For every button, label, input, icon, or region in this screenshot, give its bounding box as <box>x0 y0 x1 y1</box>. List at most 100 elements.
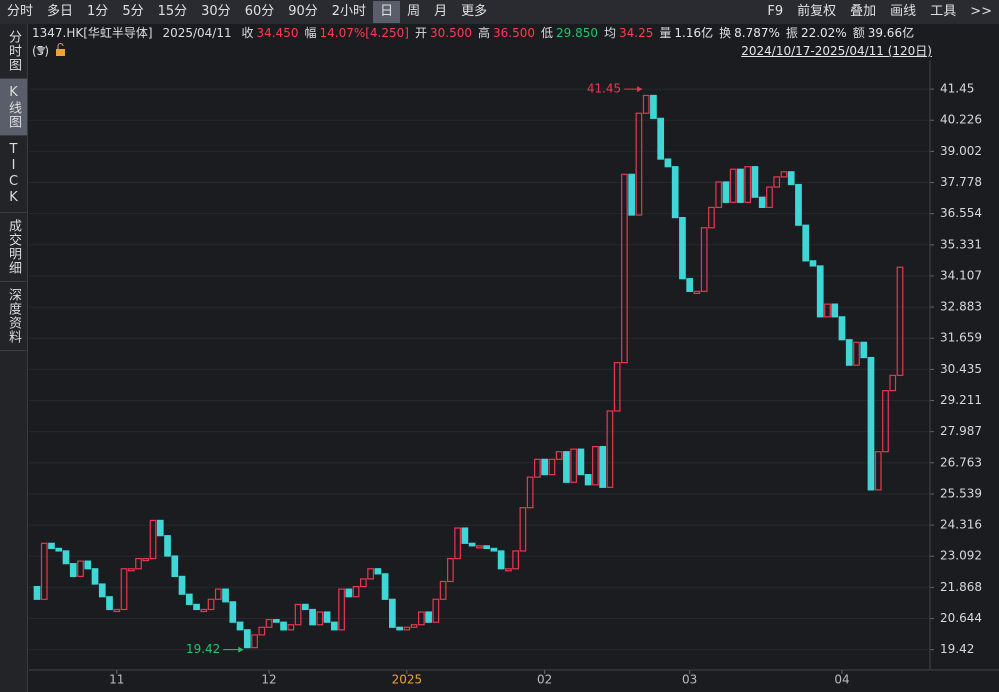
y-tick-label: 26.763 <box>940 455 982 469</box>
tab[interactable]: 1分 <box>87 4 109 19</box>
tab[interactable]: 周 <box>407 4 421 19</box>
candle-down <box>831 303 839 318</box>
candle-up <box>454 527 461 560</box>
y-tick-label: 23.092 <box>940 549 982 563</box>
candle-down <box>838 316 846 341</box>
y-tick-label: 20.644 <box>940 611 982 625</box>
side-tab[interactable]: 分时图 <box>0 24 27 79</box>
tab[interactable]: 2小时 <box>331 4 367 19</box>
tab[interactable]: 多日 <box>47 4 74 19</box>
tab[interactable]: 更多 <box>461 4 488 19</box>
field-label: 收 <box>241 26 254 40</box>
field-value: 14.07%[4.250] <box>319 26 409 40</box>
tab[interactable]: >> <box>970 4 992 19</box>
y-tick-label: 31.659 <box>940 331 982 345</box>
candle-up <box>780 171 788 178</box>
tab[interactable]: 60分 <box>244 4 275 19</box>
candle-down <box>737 168 744 203</box>
y-tick-label: 24.316 <box>940 518 982 532</box>
tab[interactable]: 15分 <box>157 4 188 19</box>
candle-down <box>497 550 505 570</box>
date-range[interactable]: 2024/10/17-2025/04/11 (120日) <box>741 44 932 58</box>
y-tick-label: 29.211 <box>940 393 982 407</box>
candle-up <box>338 588 345 631</box>
field-value: 36.500 <box>493 26 535 40</box>
candle-down <box>272 619 280 623</box>
field-value: 8.787% <box>734 26 780 40</box>
candle-up <box>613 362 621 412</box>
candle-up <box>77 560 84 577</box>
candle-down <box>795 183 802 226</box>
candle-up <box>265 619 273 628</box>
tab[interactable]: 90分 <box>288 4 318 19</box>
candle-down <box>860 341 868 359</box>
candle-up <box>766 186 773 209</box>
candle-down <box>599 446 607 488</box>
tab[interactable]: 前复权 <box>797 4 837 19</box>
candle-up <box>606 410 614 488</box>
side-tab[interactable]: 深度资料 <box>0 282 27 351</box>
field-value: 29.850 <box>556 26 599 40</box>
tab[interactable]: 5分 <box>122 4 144 19</box>
candle-up <box>367 568 374 580</box>
candle-up <box>200 608 208 613</box>
tab[interactable]: 叠加 <box>850 4 877 19</box>
candle-down <box>490 547 498 552</box>
candle-down <box>280 621 287 631</box>
candle-down <box>686 278 694 292</box>
low-label: 19.42 <box>186 642 220 656</box>
tab[interactable]: F9 <box>767 4 784 19</box>
tab-active[interactable]: 日 <box>373 1 401 23</box>
field-label: 均 <box>604 26 617 40</box>
sidebar: 分时图 K线图 TICK 成交明细 深度资料 <box>0 24 28 692</box>
date: 2025/04/11 <box>162 26 232 40</box>
candle-up <box>548 458 556 476</box>
candle-down <box>468 542 476 547</box>
candle-down <box>185 593 193 605</box>
candle-down <box>584 474 592 486</box>
low-arrowhead <box>238 646 244 653</box>
candle-up <box>853 341 860 366</box>
tab[interactable]: 月 <box>434 4 448 19</box>
side-tab[interactable]: TICK <box>0 136 27 213</box>
y-tick-label: 19.42 <box>940 642 974 656</box>
tab[interactable]: 分时 <box>7 4 34 19</box>
x-tick-label: 2025 <box>392 673 423 687</box>
candle-up <box>526 476 534 509</box>
candle-down <box>802 224 810 262</box>
candle-down <box>679 216 686 280</box>
field-label: 低 <box>541 26 554 40</box>
candle-down <box>330 621 338 631</box>
field-label: 换 <box>719 26 732 40</box>
side-tab[interactable]: 成交明细 <box>0 213 27 282</box>
candle-down <box>671 166 679 219</box>
candle-up <box>519 507 527 552</box>
candle-down <box>809 260 817 267</box>
field-value: 30.500 <box>429 26 472 40</box>
tab[interactable]: 画线 <box>890 4 917 19</box>
candle-down <box>381 573 389 600</box>
dropdown-arrow[interactable] <box>36 47 46 54</box>
side-tab-active[interactable]: K线图 <box>0 79 27 136</box>
candle-up <box>127 568 135 572</box>
y-tick-label: 32.883 <box>940 300 982 314</box>
candle-down <box>664 158 672 168</box>
tab[interactable]: 工具 <box>930 4 957 19</box>
candle-up <box>439 580 447 600</box>
x-tick-label: 04 <box>834 673 849 687</box>
candle-up <box>403 626 411 631</box>
candle-up <box>316 611 324 626</box>
field-label: 高 <box>477 26 490 40</box>
candle-down <box>577 448 585 476</box>
candle-up <box>476 545 483 549</box>
candle-down <box>55 547 63 552</box>
candle-up <box>744 166 752 203</box>
field-label: 振 <box>785 26 798 40</box>
lock-icon[interactable] <box>56 49 65 56</box>
lock-shackle <box>57 43 64 49</box>
toolbar-right: F9 前复权 叠加 画线 工具 >> <box>760 1 999 23</box>
tab[interactable]: 30分 <box>201 4 231 19</box>
candle-down <box>388 598 396 628</box>
